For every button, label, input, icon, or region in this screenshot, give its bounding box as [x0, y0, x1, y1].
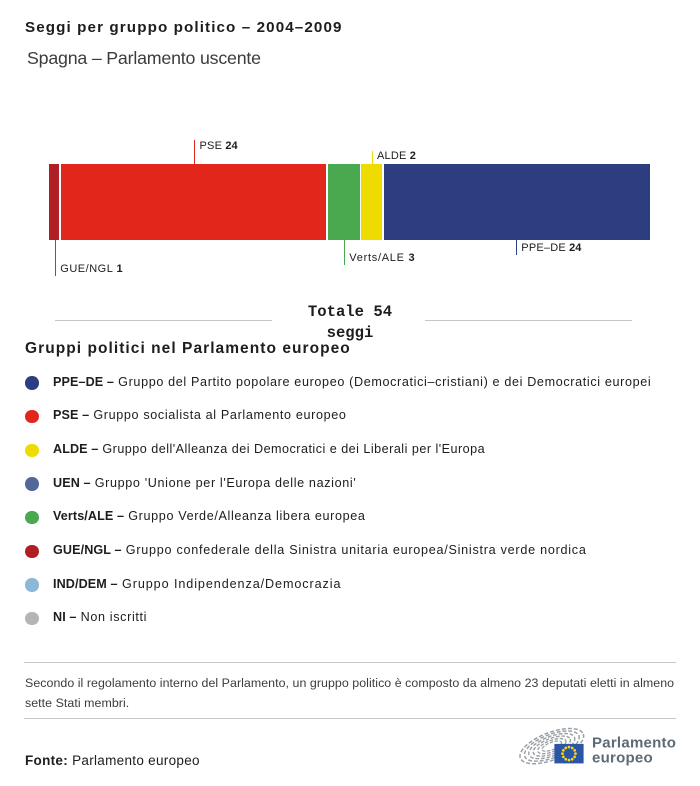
svg-text:europeo: europeo [592, 749, 653, 766]
svg-text:Parlamento: Parlamento [592, 735, 676, 752]
